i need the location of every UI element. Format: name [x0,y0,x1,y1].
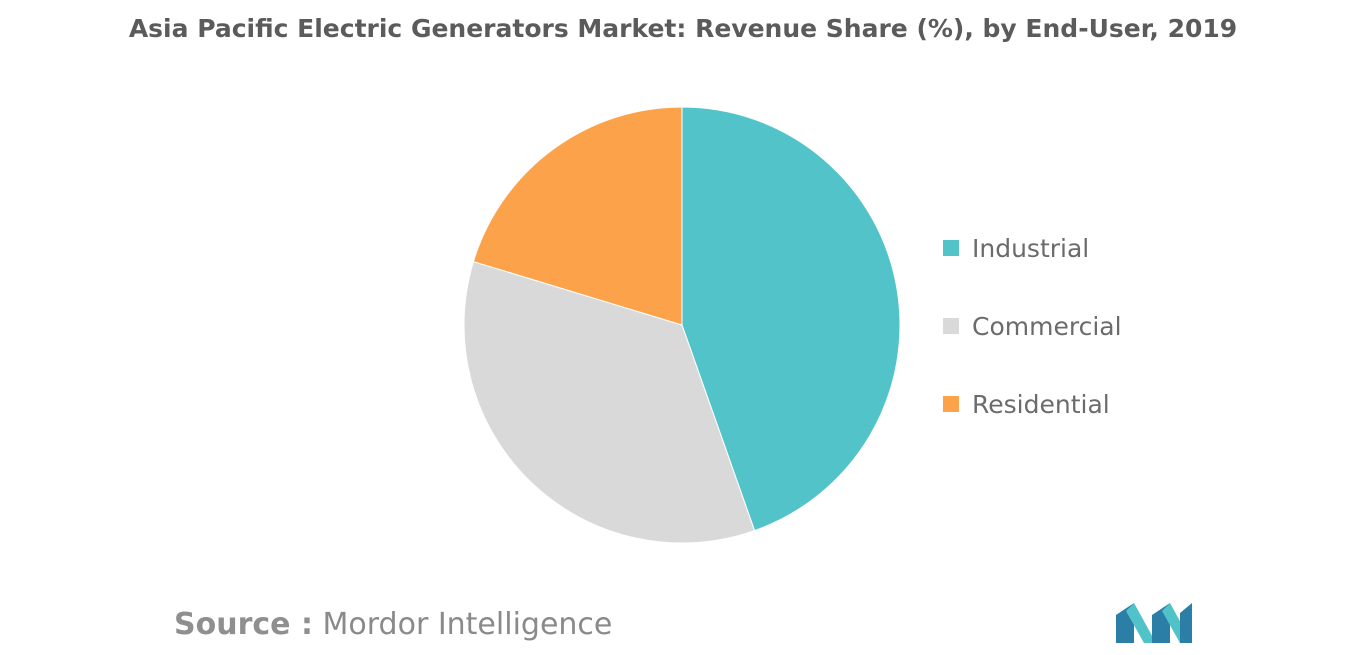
legend-swatch-commercial [943,318,959,334]
pie-slice-residential [472,106,683,326]
chart-title: Asia Pacific Electric Generators Market:… [128,14,1238,43]
legend-swatch-industrial [943,240,959,256]
pie-slice-industrial [681,106,901,532]
source-text: Mordor Intelligence [322,607,613,642]
chart-legend: Industrial Commercial Residential [943,232,1122,466]
mordor-intelligence-logo-icon [1116,603,1192,643]
legend-label-industrial: Industrial [972,233,1090,263]
legend-label-residential: Residential [972,389,1110,419]
legend-label-commercial: Commercial [972,311,1122,341]
pie-slice-commercial [463,260,756,544]
source-note: Source : Mordor Intelligence [174,607,612,642]
legend-item-commercial: Commercial [943,310,1122,342]
legend-item-industrial: Industrial [943,232,1122,264]
legend-item-residential: Residential [943,388,1122,420]
legend-swatch-residential [943,396,959,412]
source-label: Source : [174,607,313,642]
